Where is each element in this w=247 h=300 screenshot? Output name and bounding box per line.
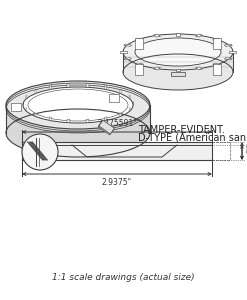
Polygon shape bbox=[124, 44, 132, 46]
Polygon shape bbox=[109, 94, 119, 102]
Polygon shape bbox=[224, 58, 232, 60]
Polygon shape bbox=[49, 117, 52, 121]
Text: 2.775591": 2.775591" bbox=[97, 119, 137, 128]
Polygon shape bbox=[135, 64, 143, 75]
Polygon shape bbox=[119, 90, 121, 94]
Polygon shape bbox=[129, 95, 130, 99]
Polygon shape bbox=[11, 103, 21, 111]
Polygon shape bbox=[86, 84, 89, 87]
Polygon shape bbox=[35, 113, 37, 117]
Polygon shape bbox=[26, 107, 27, 112]
Polygon shape bbox=[176, 68, 180, 71]
Polygon shape bbox=[154, 67, 160, 70]
Bar bbox=[22, 142, 212, 160]
Text: 2.9375": 2.9375" bbox=[102, 178, 132, 187]
Circle shape bbox=[22, 134, 58, 170]
Polygon shape bbox=[213, 38, 220, 41]
Polygon shape bbox=[99, 120, 114, 134]
Polygon shape bbox=[136, 38, 143, 41]
Text: D-TYPE (American sanke: D-TYPE (American sanke bbox=[138, 132, 247, 142]
Text: 0.6693": 0.6693" bbox=[245, 143, 247, 152]
Text: 1:1 scale drawings (actual size): 1:1 scale drawings (actual size) bbox=[52, 274, 194, 283]
Polygon shape bbox=[129, 107, 130, 112]
Polygon shape bbox=[49, 86, 52, 90]
Polygon shape bbox=[124, 58, 132, 60]
Text: TAMPER-EVIDENT.: TAMPER-EVIDENT. bbox=[138, 125, 225, 135]
Ellipse shape bbox=[123, 34, 233, 70]
Polygon shape bbox=[86, 119, 89, 123]
Ellipse shape bbox=[135, 38, 221, 66]
Polygon shape bbox=[213, 63, 220, 66]
Polygon shape bbox=[196, 34, 202, 37]
Polygon shape bbox=[224, 44, 232, 46]
Polygon shape bbox=[196, 67, 202, 70]
Polygon shape bbox=[154, 34, 160, 37]
Ellipse shape bbox=[6, 81, 150, 129]
Polygon shape bbox=[229, 51, 236, 53]
FancyBboxPatch shape bbox=[171, 72, 185, 76]
Polygon shape bbox=[136, 63, 143, 66]
Polygon shape bbox=[67, 119, 70, 123]
Polygon shape bbox=[213, 64, 221, 75]
Polygon shape bbox=[104, 86, 107, 90]
Polygon shape bbox=[98, 121, 114, 135]
Polygon shape bbox=[176, 33, 180, 35]
Polygon shape bbox=[135, 38, 143, 49]
Polygon shape bbox=[26, 95, 27, 99]
Polygon shape bbox=[6, 105, 150, 157]
Polygon shape bbox=[213, 38, 221, 49]
Text: 0.125": 0.125" bbox=[245, 148, 247, 157]
Polygon shape bbox=[104, 117, 107, 121]
Polygon shape bbox=[119, 113, 121, 117]
Polygon shape bbox=[67, 84, 70, 87]
Polygon shape bbox=[120, 51, 127, 53]
Ellipse shape bbox=[23, 87, 133, 123]
Polygon shape bbox=[123, 52, 233, 90]
Polygon shape bbox=[35, 90, 37, 94]
Polygon shape bbox=[37, 136, 47, 144]
